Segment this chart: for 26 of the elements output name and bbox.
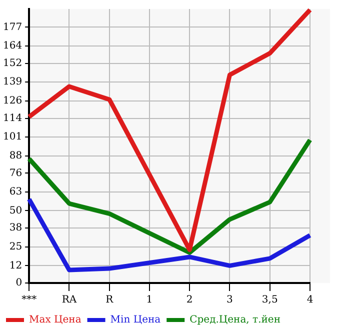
x-tick-label: 2 [186, 294, 193, 306]
y-tick-label: 177 [2, 22, 22, 33]
x-tick-label: R [106, 294, 114, 306]
x-tick-label: 3,5 [262, 294, 278, 306]
y-tick-label: 101 [2, 132, 22, 143]
x-tick-label: *** [22, 294, 37, 306]
y-tick-label: 25 [9, 241, 22, 252]
y-tick-label: 164 [2, 40, 22, 52]
y-tick-label: 76 [9, 168, 22, 179]
legend-label: Сред.Цена, т.йен [190, 314, 281, 326]
y-tick-label: 38 [9, 222, 22, 234]
x-tick-label: RA [62, 294, 78, 306]
y-tick-label: 12 [9, 260, 22, 272]
y-tick-label: 63 [9, 186, 22, 198]
y-tick-label: 126 [2, 96, 22, 107]
legend-label: Max Цена [29, 314, 82, 326]
x-tick-label: 4 [306, 294, 314, 306]
legend-label: Min Цена [110, 314, 161, 326]
y-tick-label: 88 [9, 150, 22, 162]
x-tick-label: 1 [146, 294, 153, 306]
y-tick-label: 50 [9, 205, 22, 216]
y-tick-label: 139 [2, 76, 22, 88]
y-tick-label: 152 [2, 58, 22, 69]
x-tick-label: 3 [226, 294, 233, 306]
y-tick-label: 0 [16, 278, 22, 289]
y-tick-label: 114 [2, 112, 22, 124]
